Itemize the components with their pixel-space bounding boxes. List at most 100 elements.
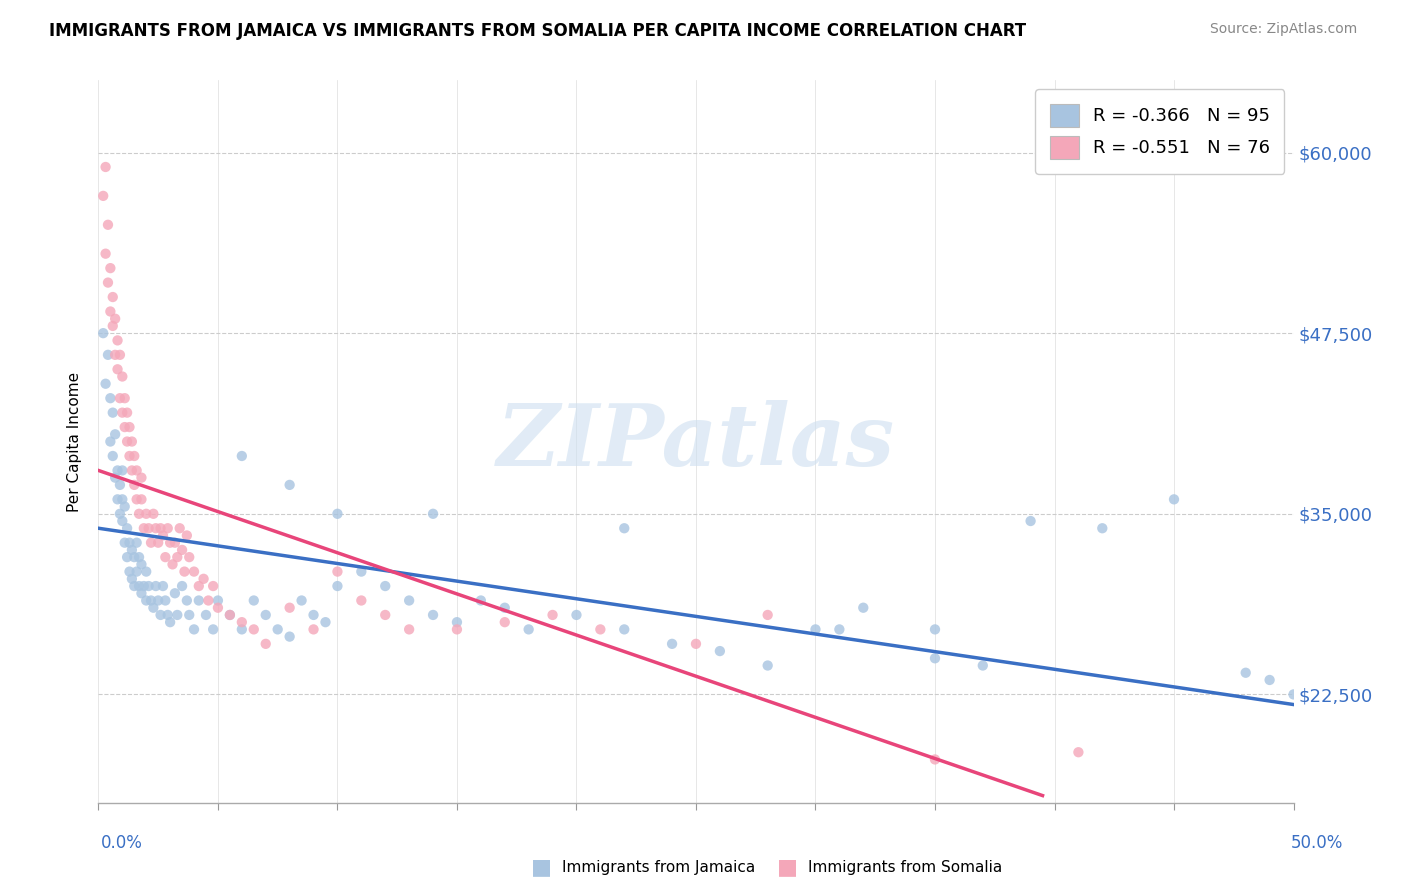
Point: [94, 160, 117, 174]
Point: [243, 593, 266, 607]
Point: [183, 623, 205, 637]
Point: [156, 607, 179, 622]
Point: [135, 593, 157, 607]
Point: [179, 550, 201, 565]
Point: [131, 471, 153, 485]
Point: [128, 550, 150, 565]
Point: [163, 586, 186, 600]
Text: Source: ZipAtlas.com: Source: ZipAtlas.com: [1209, 22, 1357, 37]
Point: [291, 593, 314, 607]
Point: [132, 579, 155, 593]
Point: [114, 535, 136, 549]
Point: [125, 535, 148, 549]
Point: [101, 406, 124, 420]
Point: [128, 507, 150, 521]
Point: [139, 593, 162, 607]
Point: [104, 348, 127, 362]
Point: [142, 600, 165, 615]
Point: [828, 623, 851, 637]
Point: [494, 615, 516, 630]
Point: [804, 623, 827, 637]
Point: [124, 550, 146, 565]
Point: [107, 463, 129, 477]
Point: [163, 535, 186, 549]
Point: [104, 311, 127, 326]
Point: [1091, 521, 1114, 535]
Point: [565, 607, 588, 622]
Point: [187, 593, 209, 607]
Point: [1019, 514, 1042, 528]
Point: [589, 623, 612, 637]
Point: [202, 579, 225, 593]
Point: [709, 644, 731, 658]
Point: [101, 290, 124, 304]
Point: [131, 492, 153, 507]
Point: [446, 623, 468, 637]
Point: [142, 507, 165, 521]
Point: [114, 391, 136, 405]
Point: [231, 623, 253, 637]
Point: [202, 623, 225, 637]
Text: ■: ■: [778, 857, 797, 877]
Point: [169, 521, 191, 535]
Point: [1163, 492, 1185, 507]
Point: [494, 600, 516, 615]
Point: [924, 752, 946, 766]
Point: [91, 326, 114, 340]
Point: [243, 623, 266, 637]
Point: [685, 637, 707, 651]
Point: [138, 579, 160, 593]
Point: [132, 521, 155, 535]
Point: [173, 565, 195, 579]
Point: [115, 550, 138, 565]
Point: [374, 579, 396, 593]
Point: [91, 189, 114, 203]
Point: [98, 391, 122, 405]
Point: [398, 593, 420, 607]
Point: [924, 623, 946, 637]
Point: [422, 507, 444, 521]
Point: [128, 579, 150, 593]
Point: [107, 362, 129, 376]
Point: [148, 535, 170, 549]
Point: [155, 593, 177, 607]
Point: [207, 593, 229, 607]
Point: [162, 558, 184, 572]
Point: [254, 637, 277, 651]
Point: [98, 261, 122, 276]
Point: [756, 658, 779, 673]
Point: [111, 369, 134, 384]
Point: [94, 246, 117, 260]
Point: [207, 600, 229, 615]
Point: [179, 607, 201, 622]
Text: ■: ■: [531, 857, 551, 877]
Point: [98, 304, 122, 318]
Point: [166, 607, 188, 622]
Point: [124, 478, 146, 492]
Point: [124, 579, 146, 593]
Point: [135, 565, 157, 579]
Point: [108, 391, 131, 405]
Point: [135, 507, 157, 521]
Point: [176, 593, 198, 607]
Point: [114, 500, 136, 514]
Point: [148, 593, 170, 607]
Point: [107, 334, 129, 348]
Point: [94, 376, 117, 391]
Point: [166, 550, 188, 565]
Point: [111, 406, 134, 420]
Point: [121, 463, 143, 477]
Point: [1282, 687, 1305, 701]
Point: [326, 507, 349, 521]
Point: [1258, 673, 1281, 687]
Point: [195, 607, 218, 622]
Point: [149, 521, 172, 535]
Point: [145, 579, 167, 593]
Point: [118, 420, 141, 434]
Point: [118, 565, 141, 579]
Point: [121, 542, 143, 557]
Point: [1234, 665, 1257, 680]
Point: [613, 521, 636, 535]
Point: [972, 658, 994, 673]
Point: [924, 651, 946, 665]
